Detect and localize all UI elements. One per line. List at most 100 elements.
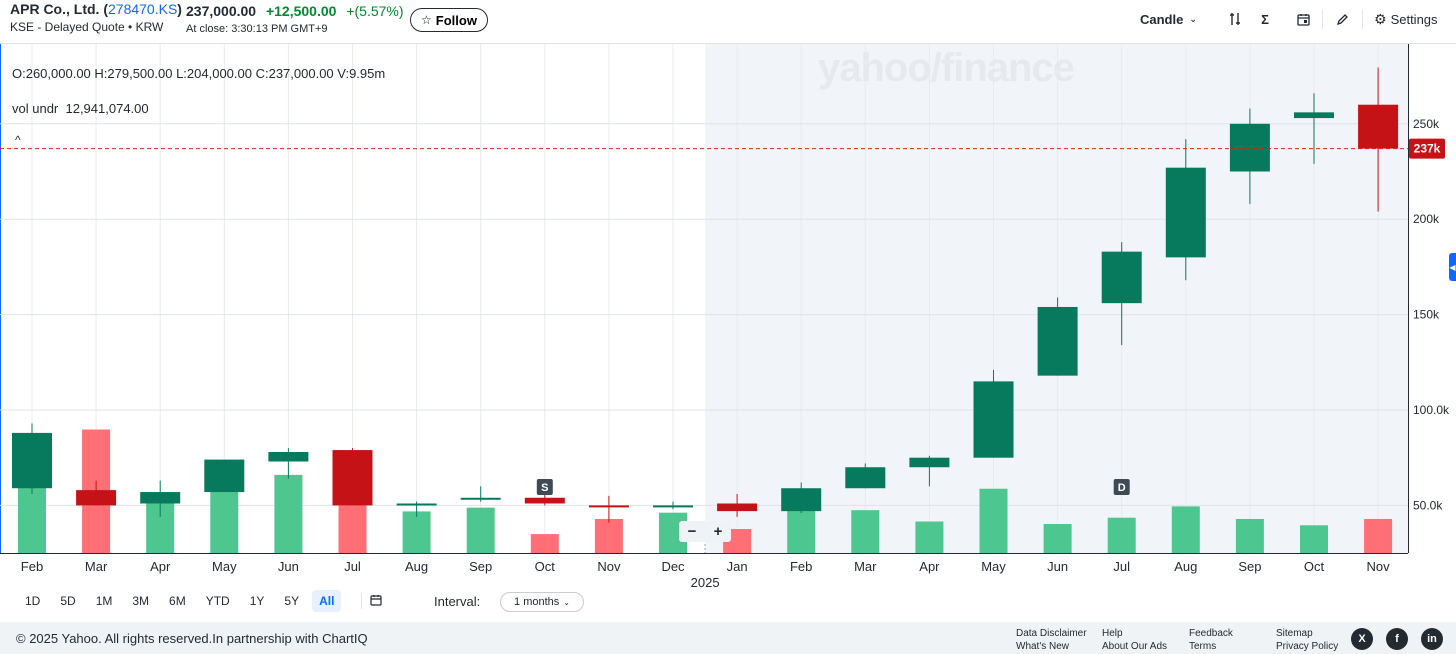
ticker-symbol-link[interactable]: 278470.KS xyxy=(108,1,178,17)
yahoo-finance-watermark: yahoo/finance xyxy=(818,46,1075,90)
copyright-text: © 2025 Yahoo. All rights reserved.In par… xyxy=(16,631,368,646)
x-tick-label: Jul xyxy=(344,559,361,574)
side-panel-toggle[interactable]: ◀ xyxy=(1449,253,1456,281)
x-tick-label: Apr xyxy=(919,559,940,574)
facebook-icon[interactable]: f xyxy=(1386,628,1408,650)
volume-bar xyxy=(851,510,880,553)
candle-body xyxy=(12,432,52,489)
candle-body xyxy=(332,450,373,506)
toolbar-divider xyxy=(1322,9,1323,29)
event-marker-label: D xyxy=(1118,482,1126,494)
collapse-caret-icon[interactable]: ^ xyxy=(15,133,21,147)
x-tick-label: Mar xyxy=(85,559,108,574)
volume-bar xyxy=(18,487,46,553)
range-button-3m[interactable]: 3M xyxy=(132,594,150,608)
x-tick-label: Jun xyxy=(278,559,299,574)
candle-body xyxy=(1294,112,1334,119)
y-tick-label: 150k xyxy=(1413,308,1440,322)
candle-body xyxy=(781,488,822,512)
candle-body xyxy=(460,497,501,500)
candle-body xyxy=(909,457,950,468)
x-tick-label: Jan xyxy=(727,559,748,574)
event-marker xyxy=(1113,479,1130,495)
x-tick-label: Nov xyxy=(597,559,621,574)
x-tick-label: Oct xyxy=(1304,559,1325,574)
interval-label: Interval: xyxy=(434,594,481,609)
candle-body xyxy=(140,492,181,504)
volume-bar xyxy=(594,518,623,553)
x-tick-label: Oct xyxy=(535,559,556,574)
x-tick-label: Sep xyxy=(1238,559,1261,574)
volume-bar xyxy=(1043,524,1072,553)
date-range-calendar-icon[interactable] xyxy=(361,593,390,609)
exchange-info: KSE - Delayed Quote • KRW xyxy=(10,20,164,34)
volume-bar xyxy=(466,507,495,553)
year-2025-shading xyxy=(705,44,1408,553)
x-tick-label: Aug xyxy=(1174,559,1197,574)
range-button-6m[interactable]: 6M xyxy=(169,594,186,608)
x-tick-label: Dec xyxy=(661,559,685,574)
linkedin-icon[interactable]: in xyxy=(1421,628,1443,650)
range-button-ytd[interactable]: YTD xyxy=(205,594,230,608)
footer-link-data-disclaimer[interactable]: Data Disclaimer xyxy=(1016,628,1087,639)
interval-dropdown[interactable]: 1 months ⌄ xyxy=(500,592,584,612)
y-tick-label: 250k xyxy=(1413,117,1440,131)
price-chart[interactable]: 50.0k 100.0k 150k 200k 250k 237k Feb Mar Apr May J… xyxy=(0,44,1456,590)
zoom-in-button[interactable]: + xyxy=(713,523,723,540)
compare-icon[interactable] xyxy=(1224,8,1246,30)
candle-body xyxy=(588,505,629,508)
candle-body xyxy=(845,467,886,489)
event-marker-label: S xyxy=(541,482,548,494)
footer-link-sitemap[interactable]: Sitemap xyxy=(1276,628,1313,639)
volume-bar xyxy=(530,534,559,553)
zoom-control: − + xyxy=(679,521,731,542)
volume-bar xyxy=(274,474,303,553)
volume-bar xyxy=(1300,525,1328,553)
draw-pencil-icon[interactable] xyxy=(1331,8,1353,30)
range-button-all[interactable]: All xyxy=(312,590,342,612)
events-calendar-icon[interactable] xyxy=(1292,8,1314,30)
footer-link-feedback[interactable]: Feedback xyxy=(1189,628,1233,639)
volume-bar xyxy=(1235,518,1264,553)
candle-body xyxy=(1358,104,1399,149)
x-twitter-icon[interactable]: X xyxy=(1351,628,1373,650)
footer-link-help[interactable]: Help xyxy=(1102,628,1123,639)
range-button-1y[interactable]: 1Y xyxy=(249,594,265,608)
event-marker xyxy=(536,479,553,495)
y-tick-label: 50.0k xyxy=(1413,498,1443,512)
range-button-1m[interactable]: 1M xyxy=(95,594,113,608)
toolbar-divider xyxy=(1362,9,1363,29)
price-change: +12,500.00 xyxy=(265,3,337,19)
x-tick-label: Jun xyxy=(1047,559,1068,574)
footer-link-whats-new[interactable]: What's New xyxy=(1016,641,1070,652)
candle-body xyxy=(717,503,758,512)
chevron-down-icon: ⌄ xyxy=(1189,13,1197,24)
range-button-1d[interactable]: 1D xyxy=(25,594,41,608)
footer-link-privacy[interactable]: Privacy Policy xyxy=(1276,641,1339,652)
volume-bar xyxy=(915,521,944,553)
volume-bar xyxy=(402,511,431,553)
year-label: 2025 xyxy=(691,575,720,590)
x-tick-label: Mar xyxy=(854,559,877,574)
gear-icon: ⚙ xyxy=(1374,10,1387,27)
candle-body xyxy=(1229,123,1270,172)
follow-button[interactable]: ☆ Follow xyxy=(410,8,488,32)
footer-link-about-ads[interactable]: About Our Ads xyxy=(1102,641,1168,652)
range-selector: 1D 5D 1M 3M 6M YTD 1Y 5Y All xyxy=(18,590,390,612)
range-button-5y[interactable]: 5Y xyxy=(284,594,300,608)
zoom-out-button[interactable]: − xyxy=(687,523,697,540)
range-button-5d[interactable]: 5D xyxy=(60,594,76,608)
x-tick-label: May xyxy=(212,559,237,574)
x-tick-label: May xyxy=(981,559,1006,574)
volume-bar xyxy=(1171,506,1200,553)
price-block: 237,000.00 +12,500.00 +(5.57%) xyxy=(186,3,404,19)
indicators-sigma-icon[interactable]: Σ xyxy=(1261,11,1269,27)
close-time: At close: 3:30:13 PM GMT+9 xyxy=(186,23,328,35)
footer-link-terms[interactable]: Terms xyxy=(1189,641,1217,652)
candle-body xyxy=(973,381,1014,458)
x-tick-label: Nov xyxy=(1367,559,1391,574)
settings-button[interactable]: ⚙ Settings xyxy=(1374,10,1438,27)
chevron-left-icon: ◀ xyxy=(1449,262,1456,272)
chart-type-dropdown[interactable]: Candle ⌄ xyxy=(1140,11,1197,27)
header-divider xyxy=(0,43,1456,44)
